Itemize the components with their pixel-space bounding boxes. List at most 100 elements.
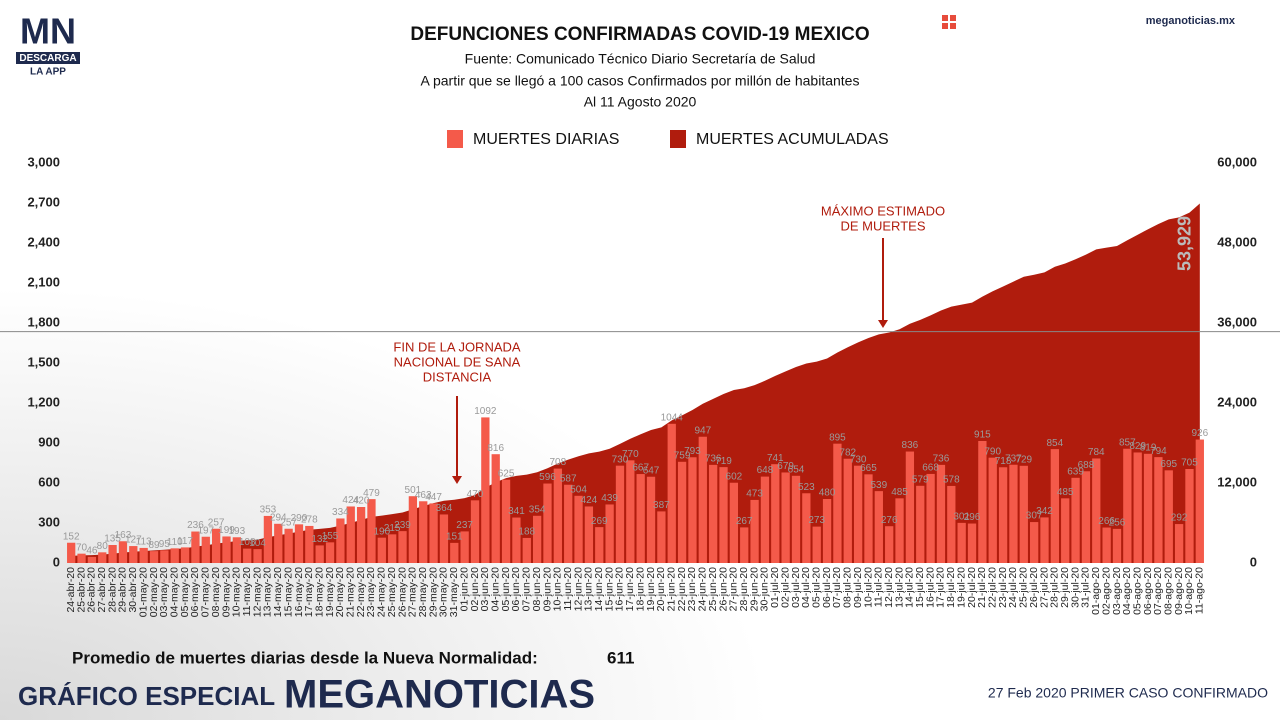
value-label: 152 — [63, 531, 80, 542]
value-label: 269 — [591, 516, 608, 527]
value-label: 266 — [1098, 516, 1115, 527]
value-label: 730 — [850, 454, 867, 465]
x-tick-label: 22-jul-20 — [987, 567, 999, 608]
value-label: 836 — [902, 440, 919, 451]
value-label: 729 — [1015, 454, 1032, 465]
x-tick-label: 09-ago-20 — [1173, 567, 1185, 615]
value-label: 80 — [97, 541, 109, 552]
bar — [988, 457, 997, 563]
bar — [595, 527, 604, 563]
bar — [657, 511, 666, 563]
bar — [926, 473, 935, 563]
value-label: 267 — [736, 516, 753, 527]
annotation: DE MUERTES — [841, 218, 926, 233]
x-tick-label: 11-jul-20 — [873, 567, 885, 607]
x-tick-label: 08-ago-20 — [1163, 567, 1175, 615]
x-tick-label: 16-may-20 — [293, 567, 305, 617]
x-tick-label: 14-may-20 — [272, 567, 284, 617]
x-tick-label: 02-may-20 — [148, 567, 160, 617]
bar — [1174, 524, 1184, 563]
x-tick-label: 27-abr-20 — [96, 567, 108, 613]
value-label: 485 — [891, 487, 908, 498]
value-label: 110 — [167, 537, 183, 548]
bar — [771, 464, 780, 563]
tick-label: 12,000 — [1217, 474, 1257, 489]
bar — [895, 498, 904, 563]
subtitle: Al 11 Agosto 2020 — [584, 94, 697, 110]
x-tick-label: 27-jul-20 — [1038, 567, 1050, 608]
logo-sub: LA APP — [30, 67, 66, 78]
bar — [1030, 522, 1039, 563]
bar — [336, 518, 345, 563]
bar — [688, 457, 697, 563]
average-value: 611 — [607, 648, 634, 667]
tick-label: 60,000 — [1217, 154, 1257, 169]
value-label: 679 — [777, 461, 794, 472]
bar — [1185, 469, 1194, 563]
bar — [626, 460, 635, 563]
value-label: 479 — [363, 488, 380, 499]
x-tick-label: 04-jun-20 — [489, 567, 501, 612]
logo: MN — [20, 11, 76, 52]
x-tick-label: 17-jul-20 — [935, 567, 947, 608]
bar — [1143, 453, 1153, 563]
value-label: 215 — [384, 523, 401, 534]
x-tick-label: 03-ago-20 — [1111, 567, 1123, 615]
logo-bar-text: DESCARGA — [19, 53, 76, 64]
bar — [180, 547, 190, 563]
value-label: 602 — [726, 471, 743, 482]
value-label: 104 — [249, 538, 266, 549]
x-tick-label: 23-may-20 — [365, 567, 377, 617]
bar — [1154, 457, 1163, 563]
value-label: 648 — [757, 465, 774, 476]
legend-label: MUERTES DIARIAS — [473, 131, 619, 148]
bar — [802, 493, 811, 563]
value-label: 895 — [829, 432, 846, 443]
x-tick-label: 11-jun-20 — [562, 567, 574, 611]
bar — [998, 467, 1008, 563]
bar — [1081, 471, 1091, 563]
x-tick-label: 07-jun-20 — [521, 567, 533, 612]
x-tick-label: 09-jun-20 — [541, 567, 553, 612]
bar — [874, 491, 883, 563]
value-label: 579 — [912, 474, 929, 485]
value-label: 719 — [715, 456, 732, 467]
bar — [1123, 448, 1132, 563]
bar — [553, 468, 562, 563]
value-label: 257 — [208, 517, 225, 528]
x-tick-label: 30-jul-20 — [1069, 567, 1081, 608]
bar — [947, 485, 956, 563]
value-label: 190 — [373, 526, 390, 537]
x-tick-label: 03-may-20 — [158, 567, 170, 617]
value-label: 504 — [570, 484, 587, 495]
value-label: 420 — [353, 496, 370, 507]
bar — [936, 464, 946, 563]
value-label: 470 — [467, 489, 484, 500]
value-label: 364 — [436, 503, 453, 514]
x-tick-label: 01-jul-20 — [769, 567, 781, 608]
value-label: 857 — [1119, 437, 1136, 448]
x-tick-label: 01-may-20 — [137, 567, 149, 617]
value-label: 301 — [953, 512, 970, 523]
tick-label: 900 — [38, 434, 60, 449]
x-tick-label: 24-jun-20 — [697, 567, 709, 612]
value-label: 278 — [301, 515, 318, 526]
value-label: 480 — [819, 488, 836, 499]
bar — [729, 482, 739, 563]
annotation: DISTANCIA — [423, 369, 492, 384]
x-tick-label: 29-jun-20 — [748, 567, 760, 612]
value-label: 132 — [311, 534, 328, 545]
bar — [222, 536, 231, 563]
x-tick-label: 22-jun-20 — [676, 567, 688, 612]
x-tick-label: 13-jun-20 — [583, 567, 595, 612]
x-tick-label: 12-may-20 — [251, 567, 263, 617]
tick-label: 2,100 — [27, 274, 60, 289]
value-label: 705 — [1181, 458, 1198, 469]
value-label: 667 — [632, 463, 649, 474]
value-label: 236 — [187, 520, 204, 531]
value-label: 718 — [995, 456, 1012, 467]
value-label: 256 — [1109, 518, 1126, 529]
bar — [812, 526, 821, 563]
bar — [491, 454, 500, 563]
value-label: 307 — [1026, 511, 1043, 522]
